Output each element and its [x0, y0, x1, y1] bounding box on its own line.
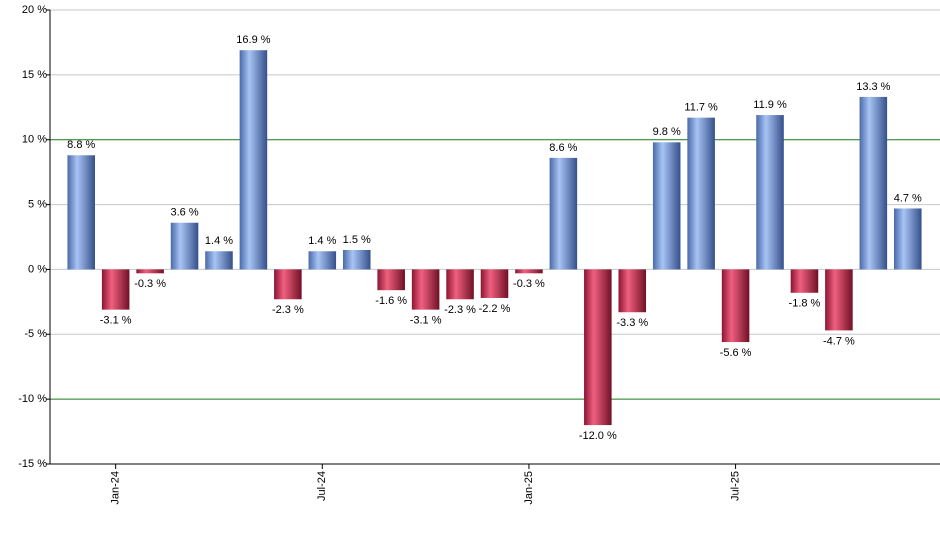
value-label: -0.3 % [513, 278, 545, 290]
bar [687, 117, 715, 270]
bar [652, 142, 681, 270]
bar [859, 96, 888, 270]
bar [480, 269, 509, 298]
y-tick-label: 15 % [22, 69, 47, 81]
value-label: 1.4 % [308, 235, 336, 247]
bar [790, 269, 819, 293]
value-label: -2.2 % [479, 303, 511, 315]
y-tick-label: 0 % [28, 263, 47, 275]
value-label: -0.3 % [134, 278, 166, 290]
value-label: -4.7 % [823, 335, 855, 347]
bar [549, 157, 578, 270]
y-tick-label: 20 % [22, 4, 47, 16]
value-label: 11.9 % [753, 99, 787, 111]
value-label: 3.6 % [170, 207, 198, 219]
y-tick-label: 5 % [28, 198, 47, 210]
value-label: -3.1 % [410, 315, 442, 327]
value-label: 16.9 % [236, 34, 270, 46]
bar [342, 249, 371, 270]
bar [377, 269, 405, 291]
value-label: -1.8 % [789, 298, 821, 310]
value-label: -2.3 % [444, 304, 476, 316]
value-label: -2.3 % [272, 304, 304, 316]
bar [101, 269, 130, 310]
bar [825, 269, 853, 331]
bar [274, 269, 302, 300]
bar [756, 115, 784, 270]
x-tick-label: Jul-24 [316, 471, 328, 501]
bar [411, 269, 440, 310]
value-label: 8.8 % [67, 139, 95, 151]
value-label: -5.6 % [720, 347, 752, 359]
bar [515, 269, 543, 274]
value-label: -3.1 % [100, 315, 132, 327]
bar [894, 208, 922, 270]
bar [584, 269, 612, 426]
x-tick-label: Jul-25 [729, 471, 741, 501]
bar [446, 269, 474, 300]
value-label: 13.3 % [856, 81, 890, 93]
bar [239, 50, 268, 270]
value-label: 1.4 % [205, 235, 233, 247]
y-tick-label: -10 % [18, 393, 47, 405]
value-label: 1.5 % [343, 234, 371, 246]
bar [721, 269, 750, 343]
bar [308, 251, 337, 270]
value-label: -12.0 % [579, 430, 617, 442]
value-label: 8.6 % [549, 142, 577, 154]
y-tick-label: 10 % [22, 134, 47, 146]
value-label: -1.6 % [375, 295, 407, 307]
y-tick-label: -5 % [24, 328, 47, 340]
bar [618, 269, 647, 313]
value-label: 11.7 % [684, 102, 718, 114]
value-label: 4.7 % [894, 192, 922, 204]
y-tick-label: -15 % [18, 458, 47, 470]
bar [67, 155, 95, 270]
value-label: 9.8 % [653, 126, 681, 138]
x-tick-label: Jan-25 [523, 471, 535, 505]
bar [170, 222, 199, 270]
bar [205, 251, 233, 270]
value-label: -3.3 % [616, 317, 648, 329]
bar [136, 269, 164, 274]
x-tick-label: Jan-24 [110, 471, 122, 505]
